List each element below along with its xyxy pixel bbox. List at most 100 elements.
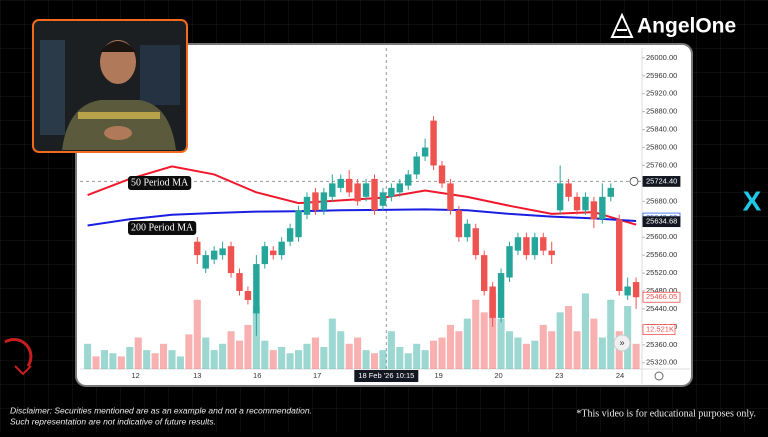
candle-body — [489, 286, 496, 318]
candle-body — [480, 255, 488, 291]
price-label: 25634.68 — [646, 217, 677, 226]
volume-bar — [168, 350, 176, 369]
crosshair-icon — [629, 177, 639, 186]
y-tick-label: 26000.00 — [646, 53, 677, 62]
scroll-icon[interactable]: » — [619, 337, 624, 347]
volume-bar — [404, 353, 412, 369]
plot-area — [80, 48, 642, 369]
settings-icon[interactable] — [654, 371, 664, 381]
candle-body — [345, 178, 353, 193]
volume-bar — [269, 350, 277, 369]
candle-body — [607, 187, 614, 197]
annotation: 200 Period MA — [131, 222, 194, 233]
volume-bar — [548, 331, 556, 369]
volume-bar — [370, 353, 379, 369]
volume-bar — [151, 353, 159, 369]
volume-bar — [438, 337, 446, 369]
annotation: 50 Period MA — [131, 177, 189, 188]
x-tick-label: 18 Feb '26 10:15 — [358, 371, 414, 380]
volume-bar — [632, 343, 640, 369]
y-tick-label: 25760.00 — [646, 160, 677, 169]
price-label: 25466.05 — [646, 292, 677, 301]
price-label-box — [642, 216, 681, 228]
candle-body — [320, 192, 328, 211]
candle-body — [194, 241, 201, 256]
candle-body — [565, 183, 572, 197]
decor-arrow — [14, 365, 32, 376]
candle-body — [556, 183, 564, 211]
volume-bar — [109, 353, 117, 369]
volume-bar — [227, 331, 235, 369]
volume-bar — [219, 343, 227, 369]
volume-bar — [565, 306, 573, 369]
candle-body — [430, 120, 437, 166]
chart-layer: 25320.0025360.0025400.0025440.0025480.00… — [80, 48, 681, 382]
candle-body — [590, 201, 598, 220]
volume-bar — [261, 340, 269, 369]
candle-body — [616, 219, 623, 291]
candle-body — [210, 250, 218, 260]
y-tick-label: 25920.00 — [646, 89, 677, 98]
volume-bar — [92, 356, 100, 369]
volume-bar — [505, 331, 514, 369]
candle-body — [286, 228, 294, 242]
x-tick-label: 12 — [132, 371, 140, 380]
volume-bar — [396, 346, 404, 369]
candle-body — [514, 237, 522, 251]
candle-body — [582, 196, 589, 211]
candle-body — [303, 196, 311, 215]
volume-bar — [539, 324, 547, 369]
y-tick-label: 25360.00 — [646, 340, 677, 349]
y-tick-label: 25600.00 — [646, 232, 677, 241]
volume-bar — [337, 331, 345, 369]
candle-body — [329, 183, 336, 197]
y-tick-label: 25880.00 — [646, 107, 677, 116]
candle-body — [438, 165, 446, 184]
candle-body — [379, 192, 387, 206]
volume-bar — [472, 299, 480, 369]
volume-bar — [421, 350, 429, 369]
annotation-box — [128, 176, 192, 190]
candle-body — [548, 250, 555, 256]
candle-body — [278, 241, 285, 256]
volume-bar — [345, 343, 353, 369]
disclaimer-line: Disclaimer: Securities mentioned are as … — [10, 405, 312, 415]
scroll-button[interactable] — [613, 334, 631, 352]
candle-body — [464, 223, 471, 238]
volume-bar — [278, 346, 286, 369]
candle-body — [295, 210, 302, 238]
candle-body — [540, 237, 547, 251]
candle-body — [354, 183, 361, 202]
candle-body — [472, 228, 479, 256]
candle-body — [455, 210, 463, 238]
y-tick-label: 25960.00 — [646, 71, 677, 80]
volume-bar — [354, 337, 362, 369]
volume-bar — [320, 346, 328, 369]
volume-bar — [607, 299, 615, 369]
volume-bar — [143, 350, 151, 369]
volume-bar — [598, 337, 606, 369]
candle-body — [202, 255, 209, 269]
y-tick-label: 25480.00 — [646, 286, 677, 295]
logo-icon — [610, 12, 634, 38]
candle-body — [261, 246, 269, 265]
volume-bar — [202, 337, 210, 369]
y-tick-label: 25320.00 — [646, 358, 677, 367]
ma-line — [87, 208, 637, 227]
disclaimer-line: Such representation are not indicative o… — [10, 416, 216, 426]
crosshair-x-label-bg — [354, 370, 419, 382]
decor-arc — [4, 337, 33, 367]
candle-body — [599, 196, 606, 220]
candle-body — [236, 273, 243, 291]
volume-bar — [252, 306, 260, 369]
candle-body — [388, 187, 395, 197]
y-tick-label: 25800.00 — [646, 143, 677, 152]
volume-label-box — [642, 324, 676, 335]
volume-bar — [176, 356, 184, 369]
candle-body — [531, 237, 539, 256]
volume-bar — [210, 350, 218, 369]
candle-body — [523, 237, 530, 256]
candle-body — [497, 273, 505, 318]
volume-bar — [514, 337, 522, 369]
volume-bar — [489, 293, 497, 369]
